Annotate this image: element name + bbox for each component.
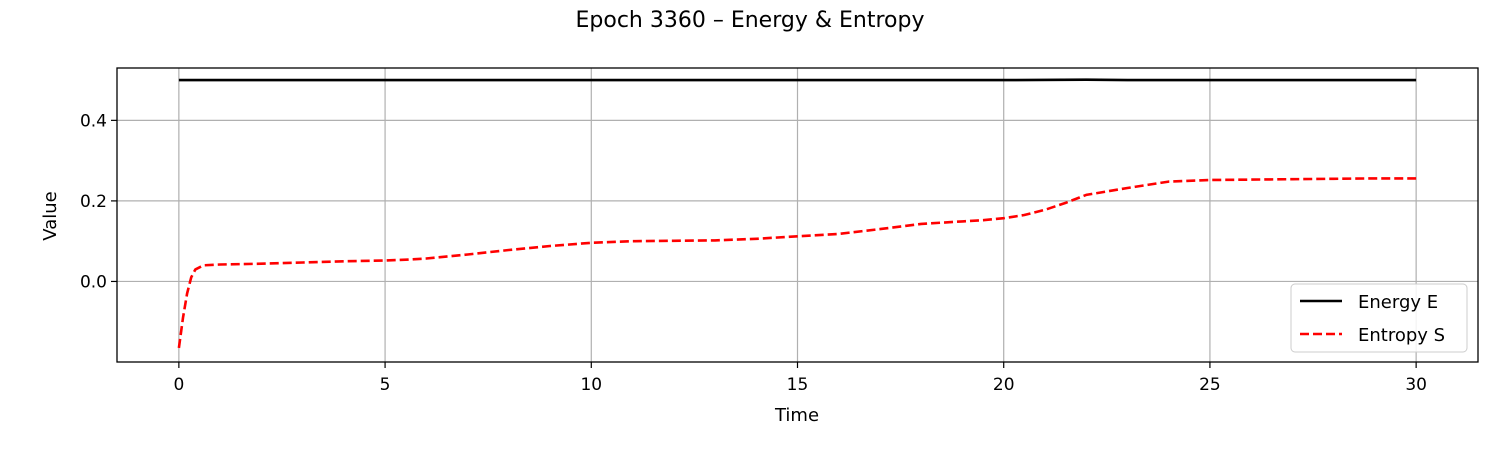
series-lines [177,78,1417,349]
chart-title: Epoch 3360 – Energy & Entropy [576,8,925,33]
legend-label-entropy: Entropy S [1358,325,1445,346]
x-tick-label: 20 [993,375,1015,395]
y-tick-label: 0.2 [80,192,107,212]
y-tick-label: 0.4 [80,111,107,131]
series-line-entropy [177,177,1417,349]
x-tick-label: 10 [580,375,602,395]
legend-label-energy: Energy E [1358,292,1438,313]
axis-ticks: 0 5 10 15 20 25 30 0.0 0.2 0.4 [80,111,1427,395]
y-axis-label: Value [40,191,61,240]
legend: Energy E Entropy S [1290,283,1468,353]
x-axis-label: Time [774,405,819,426]
y-tick-label: 0.0 [80,272,107,292]
x-tick-label: 30 [1405,375,1427,395]
grid-lines [117,68,1478,362]
x-tick-label: 25 [1199,375,1221,395]
x-tick-label: 5 [380,375,391,395]
x-tick-label: 15 [787,375,809,395]
x-tick-label: 0 [173,375,184,395]
